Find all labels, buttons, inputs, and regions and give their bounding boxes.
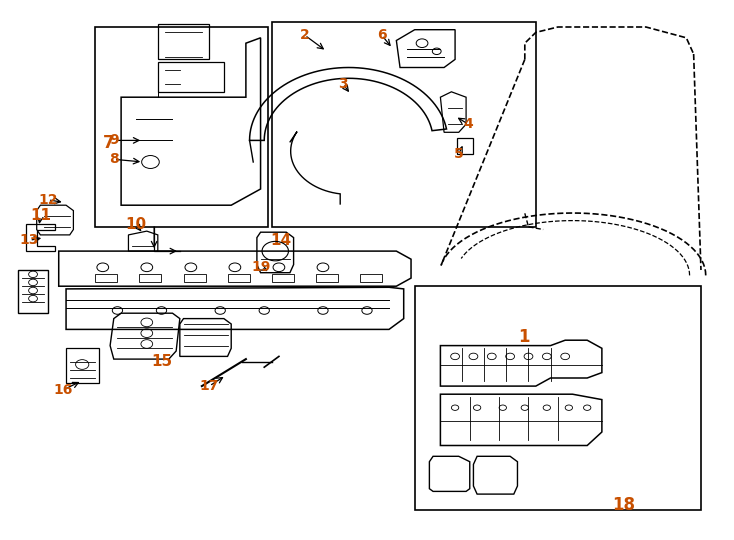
Text: 9: 9 [109,133,119,147]
Text: 17: 17 [200,379,219,393]
Bar [360,274,382,282]
Text: 4: 4 [463,117,473,131]
Bar [228,274,250,282]
Text: 18: 18 [612,496,636,514]
Bar [184,274,206,282]
FancyBboxPatch shape [272,22,536,227]
Text: 12: 12 [38,193,57,207]
Text: 3: 3 [338,77,348,91]
Text: 5: 5 [454,147,464,161]
Bar [95,274,117,282]
Text: 13: 13 [20,233,39,247]
Text: 2: 2 [299,28,310,42]
FancyBboxPatch shape [415,286,701,510]
Text: 15: 15 [151,354,172,369]
Text: 10: 10 [126,217,146,232]
Text: 7: 7 [103,134,115,152]
Text: 11: 11 [30,208,51,224]
Text: 6: 6 [377,28,387,42]
Text: 8: 8 [109,152,119,166]
Text: 16: 16 [54,383,73,397]
Text: 14: 14 [270,233,291,248]
Bar [272,274,294,282]
FancyBboxPatch shape [95,27,268,227]
Text: 19: 19 [252,260,271,274]
Bar [139,274,161,282]
Bar [316,274,338,282]
Text: 1: 1 [518,328,530,347]
